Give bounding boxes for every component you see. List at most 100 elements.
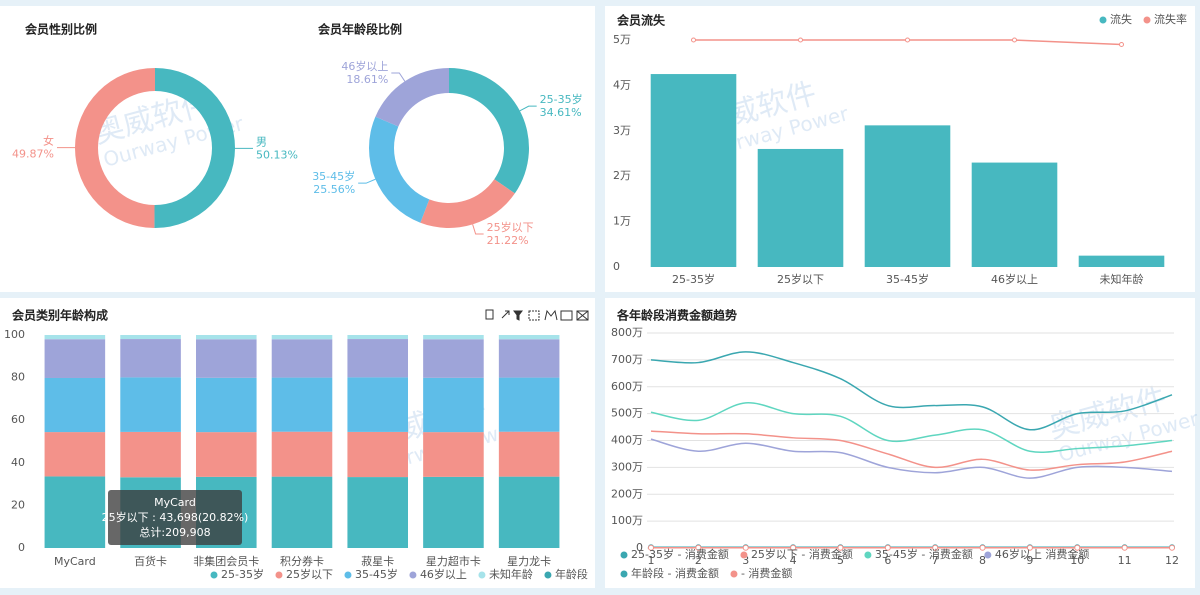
legend-item: 流失率 bbox=[1143, 12, 1187, 26]
legend-swatch bbox=[478, 571, 486, 579]
leader-line bbox=[391, 72, 406, 82]
series-line bbox=[650, 351, 1173, 431]
x-tick-label: 8 bbox=[979, 554, 986, 567]
series-line bbox=[650, 438, 1173, 479]
panel bbox=[0, 6, 595, 292]
series-point bbox=[884, 544, 891, 551]
legend-swatch bbox=[984, 551, 992, 559]
series-point bbox=[695, 544, 702, 551]
x-tick-label: 25-35岁 bbox=[672, 272, 715, 286]
x-tick-label: 6 bbox=[884, 554, 891, 567]
stack-segment bbox=[498, 335, 560, 340]
legend-item: 46岁以上 bbox=[409, 567, 467, 581]
x-tick-label: 积分券卡 bbox=[280, 554, 324, 568]
tool-icon[interactable] bbox=[576, 310, 589, 321]
legend-label: 流失率 bbox=[1154, 12, 1187, 26]
series-point bbox=[648, 544, 654, 551]
leader-line bbox=[519, 105, 537, 112]
legend-item: 25岁以下 bbox=[275, 567, 333, 581]
legend-swatch bbox=[275, 571, 283, 579]
x-tick-label: 12 bbox=[1165, 554, 1179, 567]
series-point bbox=[837, 544, 844, 551]
y-tick-label: 500万 bbox=[611, 407, 643, 420]
rate-point bbox=[1119, 42, 1124, 48]
y-tick-label: 4万 bbox=[613, 78, 631, 91]
tool-icon[interactable] bbox=[560, 310, 573, 321]
tooltip-line: 25岁以下 : 43,698(20.82%) bbox=[102, 510, 249, 524]
stack-segment bbox=[120, 377, 181, 432]
legend-item: 25岁以下 - 消费金额 bbox=[740, 547, 853, 561]
series-point bbox=[1169, 544, 1175, 551]
legend-swatch bbox=[409, 571, 417, 579]
y-tick-label: 700万 bbox=[611, 353, 643, 366]
legend-item: - 消费金额 bbox=[730, 566, 792, 580]
x-tick-label: 2 bbox=[695, 554, 702, 567]
x-tick-label: 4 bbox=[790, 554, 797, 567]
tool-icon[interactable] bbox=[485, 309, 494, 320]
tool-icon[interactable] bbox=[576, 310, 589, 321]
stack-segment bbox=[498, 476, 560, 548]
stack-segment bbox=[498, 339, 560, 378]
legend-item: 年龄段 bbox=[544, 567, 588, 581]
stack-segment bbox=[120, 339, 181, 378]
series-point bbox=[1074, 544, 1081, 551]
legend-item: 25-35岁 bbox=[210, 567, 264, 581]
stack-segment bbox=[44, 377, 106, 433]
y-tick-label: 100 bbox=[4, 328, 25, 341]
stack-segment bbox=[196, 377, 257, 433]
y-tick-label: 800万 bbox=[611, 326, 643, 339]
legend-label: 35-45岁 bbox=[355, 567, 398, 581]
y-tick-label: 2万 bbox=[613, 169, 631, 182]
stack-segment bbox=[120, 431, 181, 478]
legend-swatch bbox=[344, 571, 352, 579]
series-point bbox=[979, 544, 986, 551]
x-tick-label: 35-45岁 bbox=[886, 272, 929, 286]
tool-icon[interactable] bbox=[513, 310, 523, 321]
slice-label: 25岁以下 bbox=[487, 220, 534, 234]
donut-slice bbox=[74, 68, 155, 228]
x-tick-label: 星力龙卡 bbox=[507, 555, 551, 568]
x-tick-label: 百货卡 bbox=[134, 554, 167, 568]
y-tick-label: 200万 bbox=[611, 487, 643, 500]
y-tick-label: 80 bbox=[11, 371, 25, 384]
legend-item: 46岁以上 消费金额 bbox=[984, 547, 1089, 561]
panel bbox=[605, 298, 1195, 588]
legend-label: 25-35岁 - 消费金额 bbox=[631, 547, 729, 561]
stack-segment bbox=[347, 477, 408, 548]
stack-segment bbox=[271, 476, 333, 548]
stack-segment bbox=[44, 339, 106, 378]
donut-slice bbox=[369, 116, 430, 223]
legend-swatch bbox=[1099, 16, 1107, 24]
tool-icon[interactable] bbox=[501, 310, 510, 319]
legend-label: 未知年龄 bbox=[489, 567, 533, 581]
stack-segment bbox=[44, 476, 106, 548]
bar bbox=[864, 125, 951, 268]
stack-segment bbox=[44, 335, 106, 340]
legend-label: 年龄段 - 消费金额 bbox=[631, 566, 719, 580]
bar bbox=[757, 148, 844, 267]
stack-segment bbox=[347, 335, 408, 340]
y-tick-label: 400万 bbox=[611, 434, 643, 447]
x-tick-label: 5 bbox=[837, 554, 844, 567]
x-tick-label: MyCard bbox=[54, 555, 96, 568]
toolbar[interactable] bbox=[485, 309, 589, 321]
stack-segment bbox=[120, 335, 181, 340]
series-line bbox=[650, 402, 1173, 454]
tool-icon[interactable] bbox=[544, 309, 558, 321]
slice-value: 25.56% bbox=[313, 183, 355, 196]
legend-label: 25岁以下 - 消费金额 bbox=[751, 547, 853, 561]
tool-icon[interactable] bbox=[528, 310, 540, 321]
donut-slice bbox=[154, 68, 235, 228]
leader-line bbox=[472, 224, 484, 235]
legend-label: 年龄段 bbox=[555, 567, 588, 581]
legend-label: 25岁以下 bbox=[286, 567, 333, 581]
slice-label: 25-35岁 bbox=[540, 92, 583, 106]
x-tick-label: 46岁以上 bbox=[991, 272, 1038, 286]
bar bbox=[971, 162, 1058, 267]
y-tick-label: 0 bbox=[636, 541, 643, 554]
legend-label: 25-35岁 bbox=[221, 567, 264, 581]
stack-segment bbox=[271, 335, 333, 340]
chart-title: 会员年龄段比例 bbox=[318, 22, 402, 37]
stack-segment bbox=[271, 431, 333, 477]
